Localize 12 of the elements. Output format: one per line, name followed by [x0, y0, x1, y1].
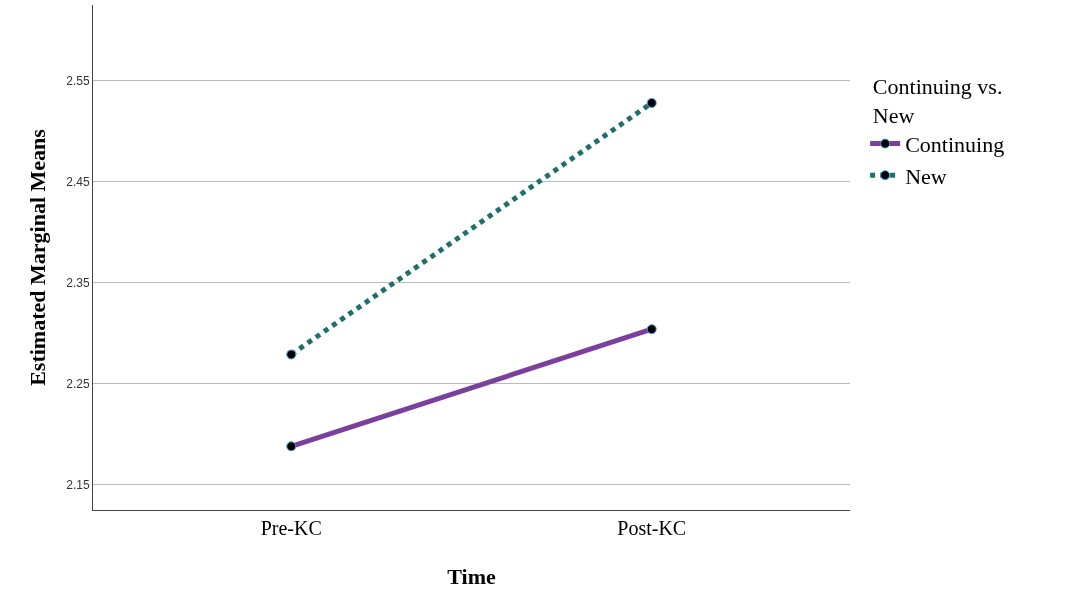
x-axis-title: Time — [447, 563, 496, 589]
y-axis-title: Estimated Marginal Means — [25, 128, 51, 386]
legend-title: Continuing vs. New — [872, 74, 1003, 128]
y-tick-label: 2.45 — [66, 174, 90, 189]
y-tick-label: 2.55 — [66, 73, 90, 88]
y-tick-label: 2.15 — [66, 477, 90, 492]
legend-label: New — [905, 163, 947, 189]
legend-label: Continuing — [905, 132, 1005, 158]
y-tick-label: 2.25 — [66, 376, 90, 391]
x-tick-label: Post-KC — [617, 517, 687, 539]
y-tick-label: 2.35 — [66, 275, 90, 290]
x-tick-label: Pre-KC — [260, 517, 322, 539]
